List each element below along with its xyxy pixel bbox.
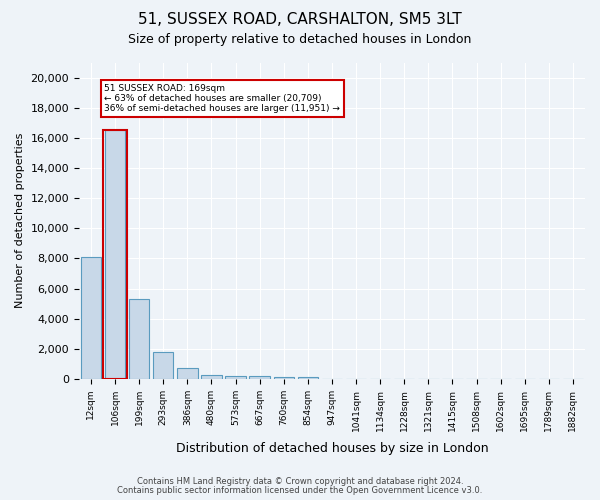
Bar bbox=[177, 368, 197, 379]
Bar bbox=[250, 376, 270, 379]
Bar bbox=[153, 352, 173, 379]
Text: Contains public sector information licensed under the Open Government Licence v3: Contains public sector information licen… bbox=[118, 486, 482, 495]
Bar bbox=[105, 130, 125, 379]
Text: Contains HM Land Registry data © Crown copyright and database right 2024.: Contains HM Land Registry data © Crown c… bbox=[137, 477, 463, 486]
Bar bbox=[298, 377, 318, 379]
Y-axis label: Number of detached properties: Number of detached properties bbox=[15, 133, 25, 308]
Bar bbox=[81, 257, 101, 379]
Text: Size of property relative to detached houses in London: Size of property relative to detached ho… bbox=[128, 32, 472, 46]
Text: 51 SUSSEX ROAD: 169sqm
← 63% of detached houses are smaller (20,709)
36% of semi: 51 SUSSEX ROAD: 169sqm ← 63% of detached… bbox=[104, 84, 340, 114]
Text: 51, SUSSEX ROAD, CARSHALTON, SM5 3LT: 51, SUSSEX ROAD, CARSHALTON, SM5 3LT bbox=[138, 12, 462, 28]
X-axis label: Distribution of detached houses by size in London: Distribution of detached houses by size … bbox=[176, 442, 488, 455]
Bar bbox=[201, 374, 221, 379]
Bar bbox=[274, 376, 294, 379]
Bar bbox=[226, 376, 246, 379]
Bar bbox=[129, 299, 149, 379]
